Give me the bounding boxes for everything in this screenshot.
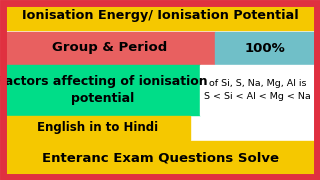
Text: Factors affecting of ionisation
potential: Factors affecting of ionisation potentia… <box>0 75 208 105</box>
Text: Group & Period: Group & Period <box>52 42 168 55</box>
Text: Enteranc Exam Questions Solve: Enteranc Exam Questions Solve <box>42 152 278 165</box>
Bar <box>200 65 315 115</box>
Text: 100%: 100% <box>244 42 285 55</box>
Text: Ionisation Energy/ Ionisation Potential: Ionisation Energy/ Ionisation Potential <box>22 10 298 22</box>
Bar <box>5 2 315 30</box>
Bar <box>5 116 190 140</box>
Bar <box>5 32 215 64</box>
Bar <box>5 65 200 115</box>
Text: of Si, S, Na, Mg, Al is
S < Si < Al < Mg < Na: of Si, S, Na, Mg, Al is S < Si < Al < Mg… <box>204 79 311 101</box>
Text: English in to Hindi: English in to Hindi <box>37 122 158 134</box>
Bar <box>5 141 315 175</box>
Bar <box>215 32 315 64</box>
